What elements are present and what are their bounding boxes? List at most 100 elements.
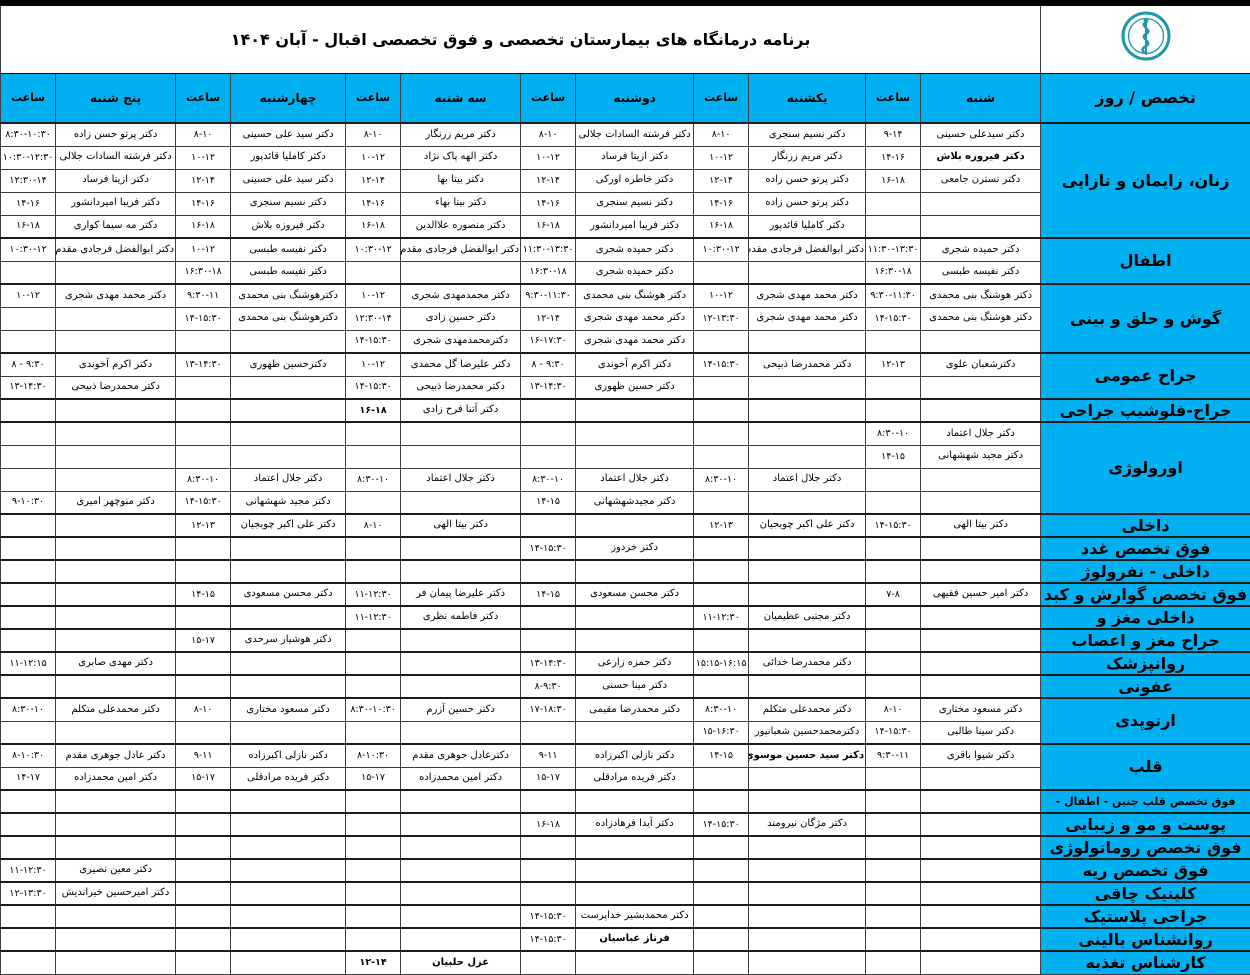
doctor-cell [920,904,1042,929]
doctor-cell: دکتر بیتا بها [400,168,522,193]
doctor-cell: دکتر حمیده شجری [920,237,1042,262]
time-cell [693,398,750,423]
doctor-cell [230,651,347,676]
doctor-cell: دکتر عادل جوهری مقدم [55,743,177,768]
time-cell: ۸-۱۰ [345,122,402,147]
doctor-cell: دکتر فیروزه بلاش [230,214,347,239]
schedule-row: دکتر فیروزه بلاش ۱۴-۱۶ دکتر مریم زرنگار ۱۰-… [0,145,1250,170]
time-cell: ۱۶-۱۸ [175,214,232,239]
time-cell [865,191,922,216]
time-cell [0,835,57,860]
doctor-cell [748,490,867,515]
doctor-cell [230,950,347,975]
doctor-cell [400,835,522,860]
time-cell [0,329,57,354]
time-cell: ۸:۳۰-۱۰ [345,467,402,492]
doctor-cell [920,329,1042,354]
time-cell: ۸-۱۰ [345,513,402,538]
doctor-cell [920,605,1042,630]
doctor-cell [575,628,695,653]
hospital-logo-icon [1117,11,1175,70]
doctor-cell [55,950,177,975]
logo-cell [1040,0,1250,74]
specialty-cell: کلینیک چاقی [1040,881,1250,906]
specialty-cell: عفونی [1040,674,1250,699]
doctor-cell [230,858,347,883]
time-cell [865,789,922,814]
doctor-cell [230,398,347,423]
time-cell: ۱۴-۱۵:۳۰ [865,513,922,538]
schedule-row: دکتر فریده مرادقلی ۱۵-۱۷ دکتر امین محمدزاد… [0,766,1250,791]
time-cell: ۱۶-۱۸ [0,214,57,239]
doctor-cell [575,789,695,814]
time-cell: ۱۵-۱۶:۳۰ [693,720,750,745]
time-cell: ۱۴-۱۶ [693,191,750,216]
time-cell [175,789,232,814]
doctor-cell [55,467,177,492]
doctor-cell [575,881,695,906]
specialty-cell: قلب [1040,743,1250,791]
doctor-cell [55,260,177,285]
time-cell: ۸-۱۰ [693,122,750,147]
doctor-cell [230,444,347,469]
doctor-cell: دکتر نفیسه طبسی [230,237,347,262]
doctor-cell [55,904,177,929]
doctor-cell: دکتر محمدرضا خدائی [748,651,867,676]
doctor-cell: دکتر بیتا الهی [920,513,1042,538]
doctor-cell [748,375,867,400]
doctor-cell: دکتر سید علی حسینی [230,122,347,147]
doctor-cell: دکتر فرشته السادات جلالی [55,145,177,170]
schedule-row: ارتوپدی دکتر مسعود مختاری ۸-۱۰ دکتر محمدعلی… [0,697,1250,745]
doctor-cell: دکتر علیرضا گل محمدی [400,352,522,377]
time-cell [175,858,232,883]
time-cell [520,628,577,653]
time-cell: ۱۴-۱۵:۳۰ [865,306,922,331]
doctor-cell [55,559,177,584]
doctor-cell [920,881,1042,906]
time-cell [345,651,402,676]
doctor-cell [920,651,1042,676]
doctor-cell [748,789,867,814]
time-cell [865,927,922,952]
time-cell: ۹:۳۰-۱۱:۳۰ [865,283,922,308]
doctor-cell [748,329,867,354]
time-cell [520,720,577,745]
time-cell [520,444,577,469]
doctor-cell [55,835,177,860]
doctor-cell [920,835,1042,860]
time-cell [865,766,922,791]
specialty-cell: ارتوپدی [1040,697,1250,745]
doctor-cell: دکتر امین محمدزاده [55,766,177,791]
doctor-cell [230,789,347,814]
time-cell: ۱۰-۱۲ [345,145,402,170]
doctor-cell: دکتر سینا طالبی [920,720,1042,745]
doctor-cell: دکتر فرشته السادات جلالی [575,122,695,147]
doctor-cell [230,329,347,354]
time-cell: ۹-۱۰:۳۰ [0,490,57,515]
time-cell: ۱۵-۱۷ [175,628,232,653]
doctor-cell: دکتر معین نصیری [55,858,177,883]
time-cell: ۱۴-۱۵:۳۰ [175,490,232,515]
time-cell [345,812,402,837]
doctor-cell: دکتر امیرحسین خیراندیش [55,881,177,906]
schedule-row: داخلی دکتر بیتا الهی ۱۴-۱۵:۳۰ دکتر علی اکبر… [0,513,1250,538]
doctor-cell [575,513,695,538]
schedule-row: دکتر سینا طالبی ۱۴-۱۵:۳۰ دکترمحمدحسین شعبا… [0,720,1250,745]
time-cell [865,375,922,400]
time-cell: ۱۰-۱۲ [345,283,402,308]
schedule-row: دکتر پرتو حسن زاده ۱۴-۱۶ دکتر نسیم سنجری ۱۴… [0,191,1250,216]
doctor-cell [230,835,347,860]
specialty-cell: جراح مغز و اعصاب [1040,628,1250,653]
doctor-cell: دکتر محمدرضا ذبیحی [748,352,867,377]
time-cell [345,835,402,860]
time-cell [865,651,922,676]
doctor-cell: دکتر ابوالفضل فرجادی مقدم [55,237,177,262]
time-cell [175,904,232,929]
doctor-cell [748,858,867,883]
doctor-cell [748,628,867,653]
doctor-cell: دکتر خزدوز [575,536,695,561]
time-cell [865,950,922,975]
time-cell: ۱۱:۳۰-۱۳:۳۰ [520,237,577,262]
specialty-cell: داخلی [1040,513,1250,538]
time-cell [865,467,922,492]
